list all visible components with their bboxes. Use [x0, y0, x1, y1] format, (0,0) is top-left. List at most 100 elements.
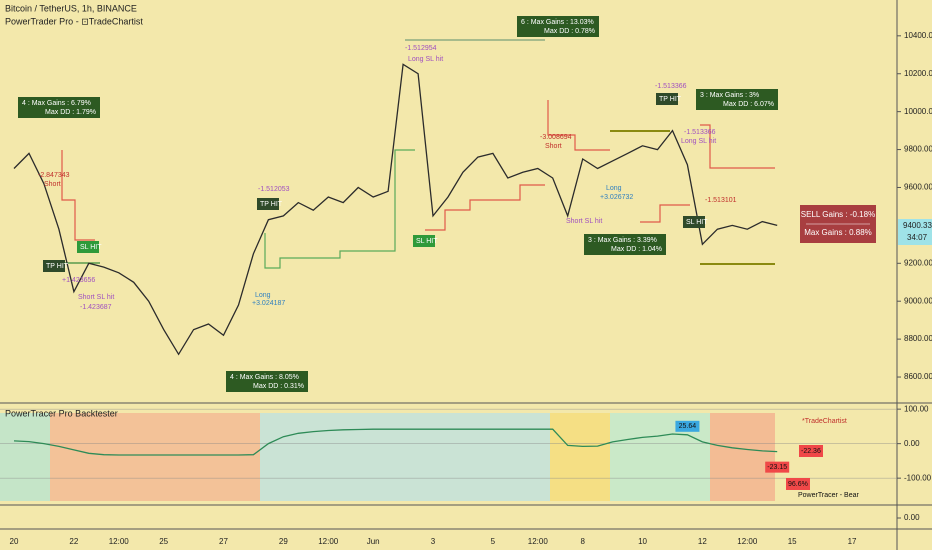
annotation: +3.024187: [252, 300, 285, 307]
x-tick-label: 10: [638, 537, 647, 546]
annotation-bg: [77, 241, 99, 253]
annotation: SL HIT: [80, 244, 102, 251]
y-tick-label: 9800.00: [904, 145, 932, 154]
stats-line: 3 : Max Gains : 3.39%: [588, 237, 657, 244]
stats-box: [517, 16, 599, 37]
stats-box: [18, 97, 100, 118]
annotation-bg: [656, 93, 678, 105]
value-label-bg: [675, 420, 700, 432]
signal-panel: SELL Gains : -0.18% Max Gains : 0.88%: [800, 205, 876, 243]
x-tick-label: 12: [698, 537, 707, 546]
price-label-bg: [898, 219, 932, 245]
annotation: +3.026732: [600, 194, 633, 201]
x-tick-label: 12:00: [109, 537, 130, 546]
stats-line: 6 : Max Gains : 13.03%: [521, 19, 594, 26]
annotation: Short: [545, 143, 562, 150]
annotation: -22.36: [801, 448, 821, 455]
x-tick-label: 17: [848, 537, 857, 546]
stats-box: [696, 89, 778, 110]
annotation: Long SL hit: [681, 138, 716, 145]
annotation-bg: [257, 198, 279, 210]
annotation: TP HIT: [659, 96, 682, 103]
annotation: -1.513366: [684, 129, 716, 136]
annotation-bg: [43, 260, 65, 272]
annotation: Short: [44, 181, 61, 188]
stats-line: 4 : Max Gains : 6.79%: [22, 100, 91, 107]
countdown: 34:07: [907, 233, 928, 242]
x-tick-label: 12:00: [528, 537, 549, 546]
value-label: -23.15: [767, 464, 787, 471]
y-tick-label: 9600.00: [904, 183, 932, 192]
y-tick-label: 100.00: [904, 404, 929, 413]
annotation: Short SL hit: [78, 294, 114, 301]
last-price: 9400.33: [903, 221, 932, 230]
x-tick-label: 12:00: [737, 537, 758, 546]
annotation: TP HIT: [46, 263, 69, 270]
annotation: -1.513101: [705, 197, 737, 204]
annotation: 96.6%: [788, 481, 808, 488]
annotation: Short SL hit: [566, 218, 602, 225]
signal-line: Max Gains : 0.88%: [804, 228, 872, 237]
stats-line: 4 : Max Gains : 8.05%: [230, 374, 299, 381]
stats-line: 3 : Max Gains : 3%: [700, 92, 759, 99]
x-tick-label: 8: [580, 537, 585, 546]
annotation: -1.423687: [80, 304, 112, 311]
y-tick-label: 8600.00: [904, 372, 932, 381]
value-label: 25.64: [679, 423, 697, 430]
x-tick-label: 25: [159, 537, 168, 546]
annotation: PowerTracer - Bear: [798, 492, 859, 499]
chart-subtitle: PowerTrader Pro - ⊡TradeChartist: [5, 16, 143, 26]
annotation-bg: [786, 478, 810, 490]
stop-lines: [45, 39, 775, 269]
y-tick-label: 9200.00: [904, 258, 932, 267]
x-tick-label: 20: [10, 537, 19, 546]
annotation-bg: [799, 445, 823, 457]
chart-title: Bitcoin / TetherUS, 1h, BINANCE: [5, 3, 137, 13]
oscillator-zones: [0, 413, 775, 501]
stats-box: [226, 371, 308, 392]
y-tick-label: 9000.00: [904, 296, 932, 305]
annotation: Long SL hit: [408, 56, 443, 63]
y-tick-label: 10200.00: [904, 69, 932, 78]
annotation: *TradeChartist: [802, 418, 847, 425]
annotation: -3.008694: [540, 134, 572, 141]
annotation: TP HIT: [260, 201, 283, 208]
annotation: -1.513366: [655, 83, 687, 90]
y-tick-label: 8800.00: [904, 334, 932, 343]
x-tick-label: 27: [219, 537, 228, 546]
signal-line: SELL Gains : -0.18%: [801, 210, 875, 219]
annotation-bg: [413, 235, 435, 247]
annotation: -1.512954: [405, 45, 437, 52]
y-tick-label: 10400.00: [904, 31, 932, 40]
stats-line: Max DD : 1.04%: [611, 246, 662, 253]
price-line: [13, 63, 778, 356]
stats-line: Max DD : 0.31%: [253, 383, 304, 390]
y-tick-label: 0.00: [904, 513, 920, 522]
oscillator-line: [13, 428, 778, 456]
stats-line: Max DD : 6.07%: [723, 101, 774, 108]
y-tick-label: -100.00: [904, 473, 932, 482]
y-tick-label: 10000.00: [904, 107, 932, 116]
annotation: +1.423656: [62, 277, 95, 284]
stats-line: Max DD : 1.79%: [45, 109, 96, 116]
x-tick-label: 22: [69, 537, 78, 546]
annotation-bg: [683, 216, 705, 228]
annotation: SL HIT: [416, 238, 438, 245]
x-tick-label: 29: [279, 537, 288, 546]
annotation: Long: [606, 185, 622, 192]
annotation: -2.847343: [38, 172, 70, 179]
oscillator-title: PowerTracer Pro Backtester: [5, 408, 118, 418]
stats-line: Max DD : 0.78%: [544, 28, 595, 35]
x-tick-label: 3: [431, 537, 436, 546]
annotation: SL HIT: [686, 219, 708, 226]
value-label-bg: [765, 461, 790, 473]
annotation: Long: [255, 292, 271, 299]
annotation: -1.512053: [258, 186, 290, 193]
x-tick-label: 5: [491, 537, 496, 546]
stats-box: [584, 234, 666, 255]
y-tick-label: 0.00: [904, 439, 920, 448]
x-tick-label: Jun: [367, 537, 380, 546]
x-tick-label: 15: [788, 537, 797, 546]
x-tick-label: 12:00: [318, 537, 339, 546]
